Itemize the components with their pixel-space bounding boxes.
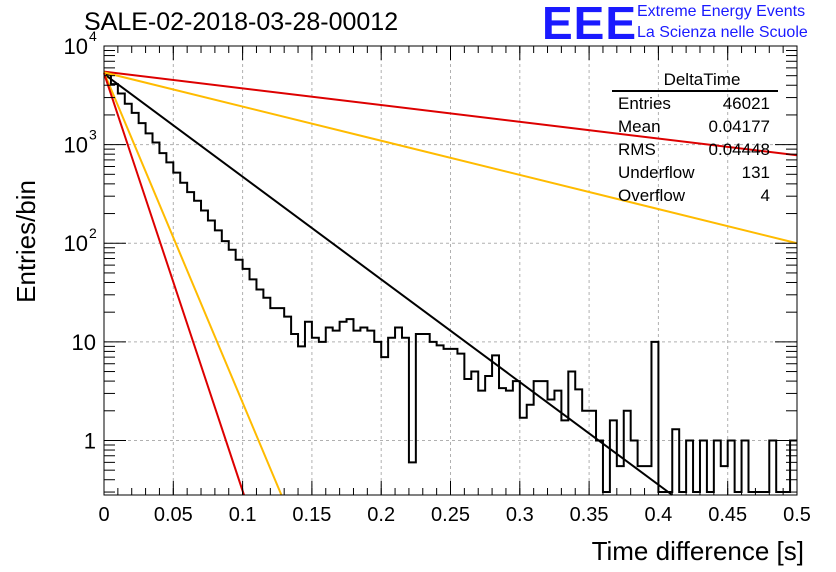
stats-label: Overflow [618,186,686,205]
x-tick-label: 0 [98,504,109,526]
fit-line [103,71,798,245]
stats-label: RMS [618,140,656,159]
fit-line [103,73,673,496]
x-tick-label: 0.4 [644,504,672,526]
y-tick-exponent: 3 [89,127,97,143]
stats-row-rms: RMS 0.04448 [612,138,778,161]
fit-line [103,72,245,496]
stats-value: 0.04448 [708,140,770,159]
x-tick-label: 0.45 [708,504,747,526]
axes: 0 0.05 0.1 0.15 0.2 0.25 0.3 0.35 0.4 0.45 0.5 1 10 1… [64,28,811,526]
y-tick-label: 10 [64,231,88,256]
stats-label: Entries [618,94,671,113]
stats-row-overflow: Overflow 4 [612,184,778,207]
stats-value: 131 [741,163,770,182]
y-tick-label: 10 [64,34,88,59]
x-tick-label: 0.05 [154,504,193,526]
chart-title: SALE-02-2018-03-28-00012 [84,8,399,36]
x-tick-label: 0.25 [431,504,470,526]
stats-row-underflow: Underflow 131 [612,161,778,184]
stats-title: DeltaTime [612,70,778,92]
y-axis-label: Entries/bin [11,180,41,303]
histogram-series [104,73,797,494]
y-tick-exponent: 2 [89,225,97,241]
stats-value: 46021 [722,94,770,113]
y-tick-label: 10 [64,133,88,158]
fit-line [103,72,283,496]
stats-label: Mean [618,117,661,136]
stats-row-mean: Mean 0.04177 [612,115,778,138]
eee-logo: EEE [542,0,638,49]
x-tick-label: 0.35 [570,504,609,526]
logo-line-2: La Scienza nelle Scuole [637,24,808,41]
stats-row-entries: Entries 46021 [612,92,778,115]
y-tick-label: 1 [84,428,96,453]
fit-line [103,70,798,157]
stats-label: Underflow [618,163,695,182]
y-tick-label: 10 [72,330,96,355]
x-tick-label: 0.3 [506,504,534,526]
x-tick-label: 0.5 [783,504,811,526]
logo-line-1: Extreme Energy Events [637,3,806,20]
stats-box: DeltaTime Entries 46021 Mean 0.04177 RMS… [612,70,778,207]
x-axis-label: Time difference [s] [592,536,804,566]
plot-area [103,70,798,496]
y-tick-exponent: 4 [89,28,97,44]
x-tick-label: 0.1 [229,504,257,526]
x-tick-label: 0.15 [292,504,331,526]
stats-value: 0.04177 [708,117,770,136]
stats-value: 4 [760,186,770,205]
x-tick-label: 0.2 [367,504,395,526]
